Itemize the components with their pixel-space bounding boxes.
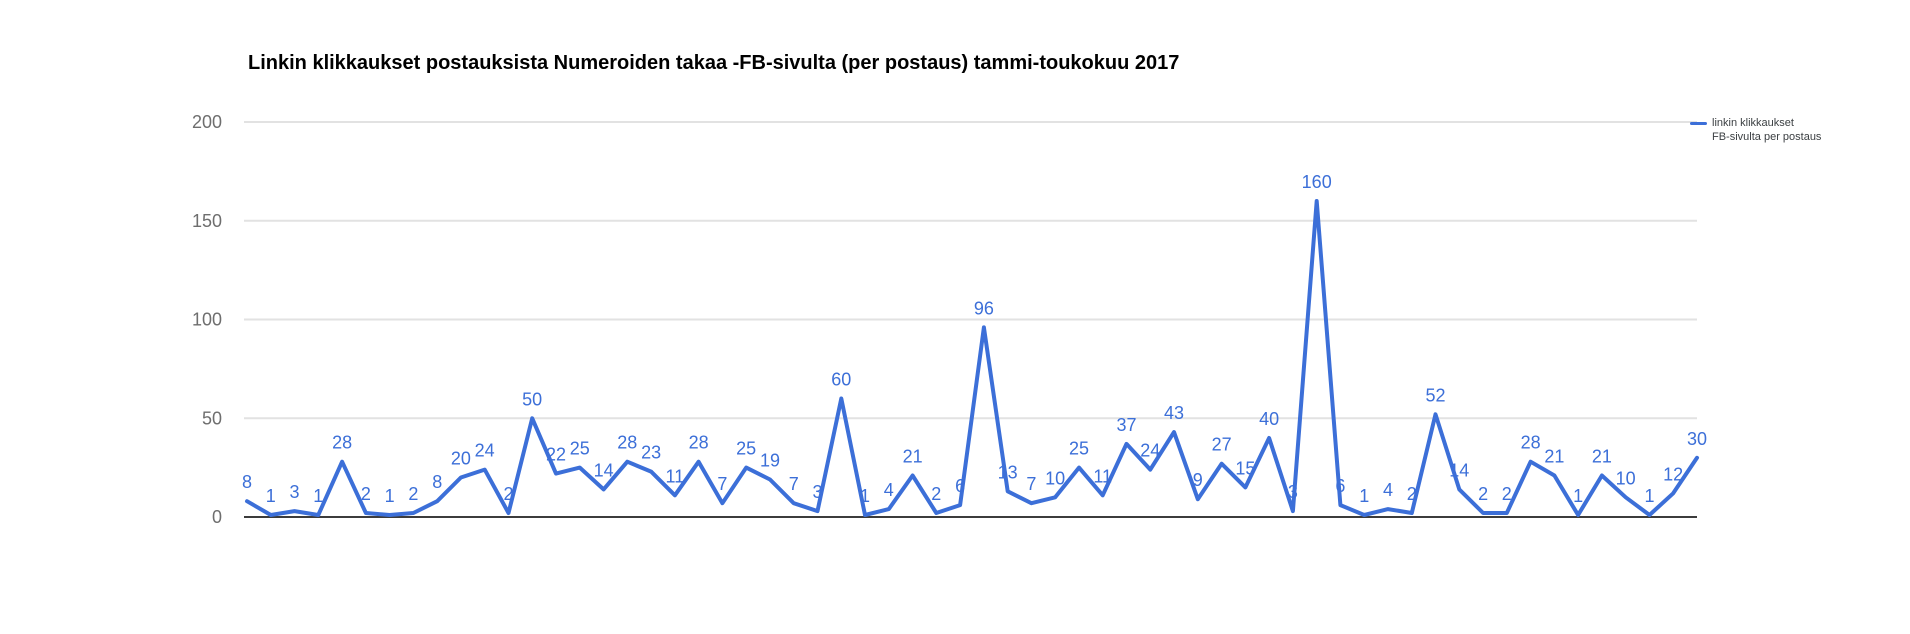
y-tick-label: 100 — [192, 310, 222, 330]
legend-label-line1: linkin klikkaukset — [1712, 117, 1794, 129]
data-label: 160 — [1302, 172, 1332, 192]
data-label: 19 — [760, 451, 780, 471]
data-label: 2 — [1407, 484, 1417, 504]
data-label: 21 — [1544, 447, 1564, 467]
data-label: 7 — [1026, 474, 1036, 494]
data-label: 10 — [1616, 468, 1636, 488]
data-label: 1 — [313, 486, 323, 506]
data-label: 11 — [1093, 466, 1112, 486]
data-label: 1 — [1573, 486, 1583, 506]
data-label: 24 — [475, 441, 495, 461]
data-label: 50 — [522, 389, 542, 409]
data-label: 28 — [1521, 433, 1541, 453]
data-label: 52 — [1425, 385, 1445, 405]
data-label: 12 — [1663, 464, 1683, 484]
data-label: 3 — [1288, 482, 1298, 502]
data-label: 28 — [689, 433, 709, 453]
data-label: 4 — [1383, 480, 1393, 500]
data-label: 25 — [1069, 439, 1089, 459]
data-label: 11 — [666, 466, 685, 486]
data-label: 28 — [617, 433, 637, 453]
data-label: 2 — [408, 484, 418, 504]
data-label: 1 — [1359, 486, 1369, 506]
data-label: 14 — [1449, 460, 1469, 480]
data-label: 3 — [289, 482, 299, 502]
y-tick-label: 0 — [212, 507, 222, 527]
data-label: 15 — [1235, 458, 1255, 478]
legend-text: linkin klikkaukset FB-sivulta per postau… — [1712, 116, 1821, 144]
data-label: 2 — [1502, 484, 1512, 504]
chart-legend: linkin klikkaukset FB-sivulta per postau… — [1690, 116, 1821, 144]
y-tick-label: 150 — [192, 211, 222, 231]
data-label: 1 — [385, 486, 395, 506]
data-label: 9 — [1193, 470, 1203, 490]
data-label: 8 — [242, 472, 252, 492]
data-label: 1 — [1644, 486, 1654, 506]
y-tick-label: 200 — [192, 112, 222, 132]
chart-title: Linkin klikkaukset postauksista Numeroid… — [248, 52, 1180, 74]
data-label: 1 — [860, 486, 870, 506]
data-label: 7 — [717, 474, 727, 494]
data-label: 27 — [1212, 435, 1232, 455]
data-label: 2 — [931, 484, 941, 504]
series-line — [245, 199, 1699, 517]
data-label: 3 — [812, 482, 822, 502]
data-label: 2 — [503, 484, 513, 504]
data-label: 25 — [736, 439, 756, 459]
data-label: 21 — [903, 447, 923, 467]
data-label: 23 — [641, 443, 661, 463]
data-label: 21 — [1592, 447, 1612, 467]
data-label: 24 — [1140, 441, 1160, 461]
data-label: 60 — [831, 370, 851, 390]
data-label: 96 — [974, 298, 994, 318]
data-label: 13 — [998, 462, 1018, 482]
data-label: 7 — [789, 474, 799, 494]
data-label: 6 — [1335, 476, 1345, 496]
data-label: 30 — [1687, 429, 1707, 449]
legend-label-line2: FB-sivulta per postaus — [1712, 131, 1822, 143]
data-label: 40 — [1259, 409, 1279, 429]
data-label: 4 — [884, 480, 894, 500]
data-label: 1 — [266, 486, 276, 506]
y-tick-label: 50 — [202, 408, 222, 428]
data-label: 2 — [1478, 484, 1488, 504]
data-label: 43 — [1164, 403, 1184, 423]
data-label: 37 — [1116, 415, 1136, 435]
legend-line-swatch — [1690, 122, 1707, 125]
data-label: 10 — [1045, 468, 1065, 488]
data-label: 25 — [570, 439, 590, 459]
data-label: 6 — [955, 476, 965, 496]
data-label: 2 — [361, 484, 371, 504]
data-label: 14 — [594, 460, 614, 480]
data-label: 8 — [432, 472, 442, 492]
data-label: 20 — [451, 449, 471, 469]
data-label: 22 — [546, 445, 566, 465]
data-label: 28 — [332, 433, 352, 453]
